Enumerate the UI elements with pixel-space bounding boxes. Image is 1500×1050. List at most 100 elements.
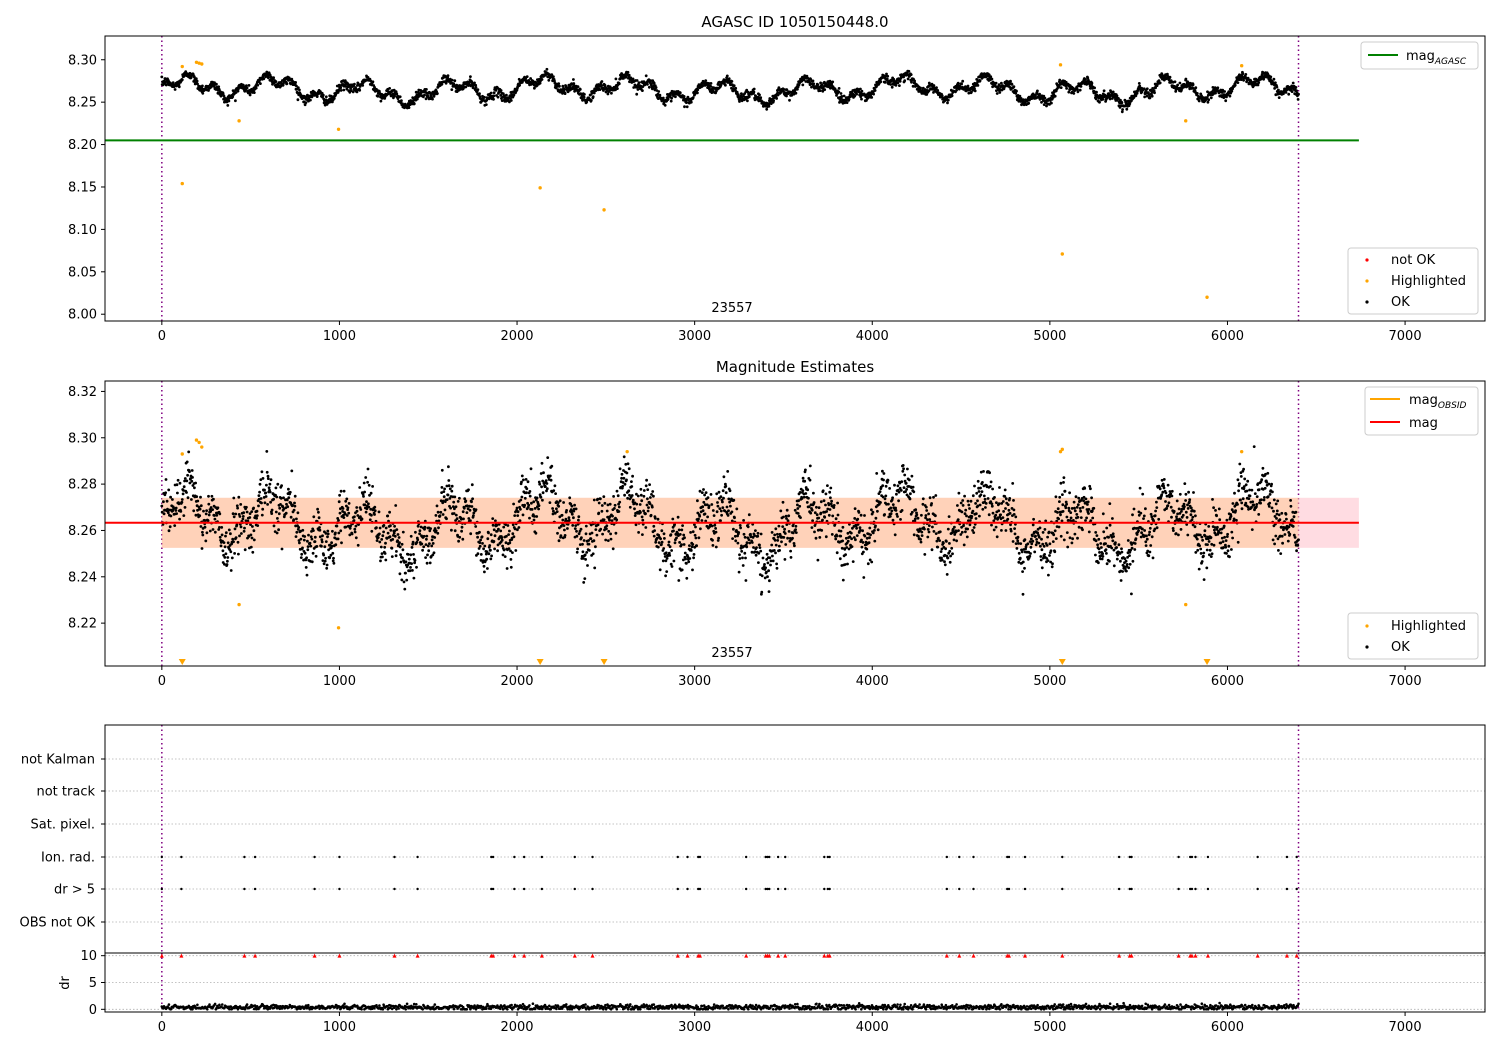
- ok-point: [724, 484, 728, 488]
- ok-point: [436, 510, 440, 514]
- ok-point: [719, 83, 723, 87]
- highlighted-point: [180, 64, 184, 69]
- ok-point: [715, 510, 719, 514]
- ok-point: [670, 565, 674, 568]
- ok-point: [267, 486, 271, 490]
- ok-point: [812, 82, 816, 86]
- ok-point: [402, 580, 406, 584]
- ok-point: [390, 555, 394, 558]
- ok-point: [456, 500, 460, 503]
- ok-point: [320, 544, 323, 548]
- ok-point: [747, 538, 751, 542]
- ok-point: [537, 504, 541, 507]
- ok-point: [863, 534, 867, 538]
- ok-point: [274, 510, 278, 514]
- ok-point: [344, 499, 348, 503]
- ok-point: [573, 503, 576, 507]
- ok-point: [830, 499, 833, 503]
- ok-point: [807, 496, 810, 500]
- ok-point: [535, 496, 539, 500]
- ok-point: [874, 524, 877, 528]
- ok-point: [432, 551, 436, 555]
- ok-point: [641, 518, 645, 522]
- ok-point: [871, 531, 875, 535]
- ok-point: [1275, 85, 1279, 89]
- ok-point: [678, 91, 682, 95]
- ok-point: [812, 491, 815, 495]
- ok-point: [785, 88, 789, 91]
- ok-point: [208, 529, 212, 533]
- ok-point: [286, 505, 290, 509]
- ok-point: [668, 545, 672, 549]
- ok-point: [734, 539, 738, 543]
- ok-point: [1098, 100, 1101, 104]
- ok-point: [932, 84, 936, 87]
- ok-point: [759, 549, 763, 553]
- ok-point: [186, 473, 190, 477]
- ok-point: [322, 562, 326, 566]
- ok-point: [557, 82, 561, 85]
- ok-point: [346, 506, 350, 510]
- ok-point: [482, 564, 486, 568]
- ok-point: [712, 514, 716, 517]
- ok-point: [233, 527, 237, 531]
- ok-point: [883, 513, 886, 516]
- ok-point: [599, 497, 602, 501]
- ok-point: [776, 93, 780, 97]
- ok-point: [639, 487, 643, 491]
- ok-point: [514, 549, 518, 552]
- ok-point: [818, 536, 822, 539]
- ok-point: [290, 77, 294, 81]
- ok-point: [369, 491, 373, 495]
- ok-point: [766, 561, 770, 565]
- ok-point: [694, 525, 697, 529]
- ok-point: [871, 510, 875, 514]
- ok-point: [647, 506, 650, 509]
- ok-point: [528, 516, 531, 520]
- ok-point: [516, 514, 520, 517]
- ok-point: [310, 537, 314, 541]
- ok-point: [597, 501, 601, 505]
- ok-point: [819, 511, 823, 515]
- ok-point: [393, 534, 397, 538]
- ok-point: [694, 536, 698, 540]
- legend-agasc-points: not OK Highlighted OK: [1347, 247, 1479, 315]
- ok-point: [395, 528, 399, 531]
- ok-point: [425, 534, 429, 538]
- ok-point: [309, 544, 313, 548]
- ok-point: [236, 506, 240, 510]
- ok-point: [550, 73, 554, 76]
- ok-point: [489, 91, 493, 95]
- ok-point: [290, 469, 294, 473]
- ok-point: [375, 539, 379, 542]
- ok-point: [846, 562, 849, 566]
- ok-point: [741, 556, 744, 560]
- ok-point: [323, 545, 327, 549]
- ok-point: [873, 539, 877, 543]
- ok-point: [328, 556, 332, 560]
- ok-point: [843, 563, 847, 566]
- ok-point: [305, 573, 309, 577]
- ok-point: [785, 94, 788, 98]
- ok-point: [295, 84, 298, 88]
- ok-point: [1120, 101, 1124, 105]
- ok-point: [389, 524, 392, 528]
- ok-point: [198, 514, 202, 518]
- ok-point: [886, 74, 890, 78]
- ok-point: [192, 509, 196, 513]
- ok-point: [174, 506, 178, 510]
- ok-point: [337, 500, 341, 504]
- ok-point: [725, 505, 729, 509]
- ok-point: [434, 529, 438, 533]
- ok-point: [226, 556, 230, 559]
- ok-point: [509, 99, 513, 102]
- ok-point: [829, 496, 832, 500]
- ok-point: [1012, 85, 1016, 88]
- ok-point: [607, 529, 611, 533]
- ok-point: [458, 496, 461, 500]
- ok-point: [808, 478, 812, 482]
- ok-point: [738, 557, 742, 560]
- ok-point: [882, 478, 885, 482]
- ok-point: [571, 524, 575, 527]
- ok-point: [966, 84, 970, 88]
